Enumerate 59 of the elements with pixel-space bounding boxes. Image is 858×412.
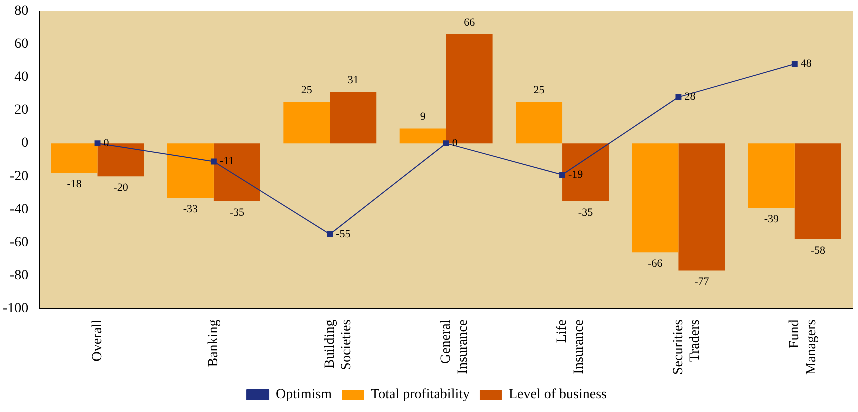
- data-label: 28: [684, 91, 696, 104]
- point: [443, 140, 450, 147]
- x-tick-label: Life Insurance: [555, 320, 587, 374]
- point: [210, 158, 217, 165]
- point: [560, 172, 566, 178]
- y-tick-label: 80: [14, 4, 29, 20]
- bar: [794, 144, 842, 240]
- bar: [748, 144, 795, 208]
- bar: [400, 128, 446, 144]
- legend-label: Total profitability: [371, 388, 470, 403]
- data-label: -19: [568, 168, 584, 181]
- data-label: -58: [810, 244, 826, 257]
- point: [327, 231, 334, 238]
- data-label: -20: [114, 182, 129, 194]
- x-tick-label: Securities Traders: [671, 320, 704, 376]
- data-label: 48: [800, 58, 812, 70]
- bar: [678, 144, 726, 271]
- x-tick-label: Fund Managers: [788, 320, 820, 375]
- data-label: 31: [348, 74, 359, 87]
- data-label: -18: [67, 178, 82, 191]
- y-tick-label: -60: [10, 235, 29, 250]
- data-label: -35: [578, 206, 594, 219]
- x-tick-label: Overall: [90, 320, 106, 362]
- y-tick-label: 40: [14, 70, 29, 86]
- data-label: 25: [301, 84, 313, 97]
- bar: [562, 144, 609, 202]
- data-label: -39: [764, 213, 780, 226]
- bar: [516, 102, 563, 144]
- data-label: -33: [183, 203, 199, 216]
- bar: [214, 144, 260, 202]
- x-tick-label: General Insurance: [439, 320, 471, 374]
- data-label: -66: [648, 258, 664, 270]
- point: [94, 140, 101, 147]
- bar: [330, 92, 377, 144]
- data-label: 66: [464, 16, 476, 29]
- data-label: 9: [420, 111, 426, 124]
- y-tick-label: 20: [14, 103, 29, 118]
- data-label: -55: [336, 228, 352, 240]
- legend-label: Optimism: [276, 388, 332, 403]
- data-label: 25: [534, 84, 546, 97]
- legend-label: Level of business: [508, 388, 607, 403]
- point: [676, 94, 682, 100]
- bar: [51, 144, 98, 174]
- y-tick-label: 0: [22, 136, 29, 152]
- x-tick-label: Building Societies: [322, 320, 355, 370]
- point: [792, 61, 798, 68]
- x-tick-label: Banking: [206, 320, 222, 368]
- y-tick-label: -40: [10, 202, 29, 218]
- bar: [632, 144, 679, 253]
- bar: [284, 102, 330, 144]
- data-label: -11: [220, 156, 234, 168]
- bar: [167, 144, 214, 198]
- y-tick-label: -100: [2, 301, 29, 316]
- data-label: 0: [452, 137, 458, 150]
- y-tick-label: -20: [10, 169, 29, 184]
- data-label: -35: [230, 206, 246, 219]
- data-label: -77: [694, 276, 710, 288]
- y-tick-label: -80: [10, 268, 29, 284]
- y-tick-label: 60: [14, 37, 29, 52]
